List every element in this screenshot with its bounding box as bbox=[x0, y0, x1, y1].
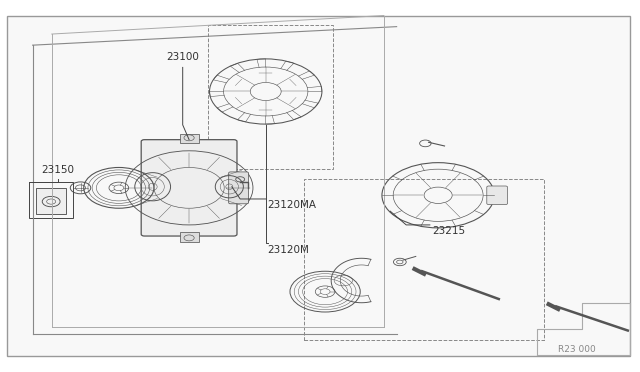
Bar bbox=[304, 179, 543, 340]
FancyBboxPatch shape bbox=[487, 186, 508, 205]
Bar bbox=[36, 188, 67, 214]
FancyBboxPatch shape bbox=[228, 172, 248, 204]
Text: 23120M: 23120M bbox=[268, 244, 310, 254]
Bar bbox=[179, 134, 198, 143]
Text: R23 000: R23 000 bbox=[557, 345, 595, 354]
Text: 23120MA: 23120MA bbox=[268, 200, 317, 210]
Text: 23215: 23215 bbox=[432, 226, 465, 236]
FancyBboxPatch shape bbox=[141, 140, 237, 236]
Bar bbox=[208, 25, 333, 169]
Text: 23100: 23100 bbox=[166, 52, 199, 62]
Bar bbox=[29, 182, 73, 218]
Text: 23150: 23150 bbox=[42, 165, 75, 175]
Bar bbox=[179, 232, 198, 241]
